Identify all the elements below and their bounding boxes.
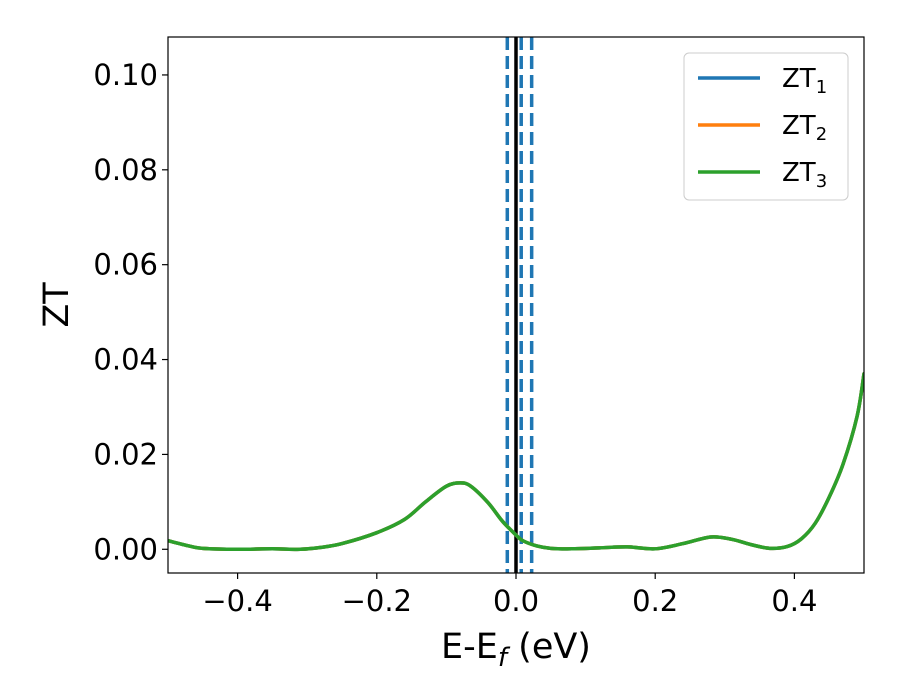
y-axis: 0.00 0.02 0.04 0.06 0.08 0.10 [93,58,168,566]
y-tick-label: 0.06 [93,248,158,282]
y-axis-label: ZT [37,282,77,328]
plot-marks [168,37,864,573]
legend-box [683,52,849,201]
y-tick-label: 0.02 [93,437,158,471]
x-axis-label-main: E-E [441,627,498,667]
x-tick-label: 0.0 [493,584,539,618]
x-tick-label: 0.4 [771,584,817,618]
legend-label-1: ZT1 [782,64,827,98]
series-line-3 [168,372,864,552]
x-axis-label-unit: (eV) [507,627,591,667]
y-tick-label: 0.10 [93,58,158,92]
legend-label-3: ZT3 [782,158,827,192]
x-axis-label: E-Ef (eV) [441,627,591,673]
y-tick-label: 0.00 [93,532,158,566]
plot-area [168,37,864,573]
x-tick-label: 0.2 [632,584,678,618]
y-tick-label: 0.08 [93,153,158,187]
y-tick-label: 0.04 [93,343,158,377]
x-tick-label: −0.2 [342,584,412,618]
legend-label-2: ZT2 [782,111,827,145]
legend: ZT1 ZT2 ZT3 [683,52,849,201]
x-axis: −0.4 −0.2 0.0 0.2 0.4 [202,573,817,618]
x-tick-label: −0.4 [202,584,272,618]
